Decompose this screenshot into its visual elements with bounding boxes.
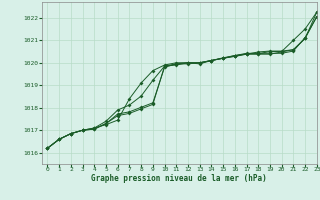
X-axis label: Graphe pression niveau de la mer (hPa): Graphe pression niveau de la mer (hPa) [91,174,267,183]
